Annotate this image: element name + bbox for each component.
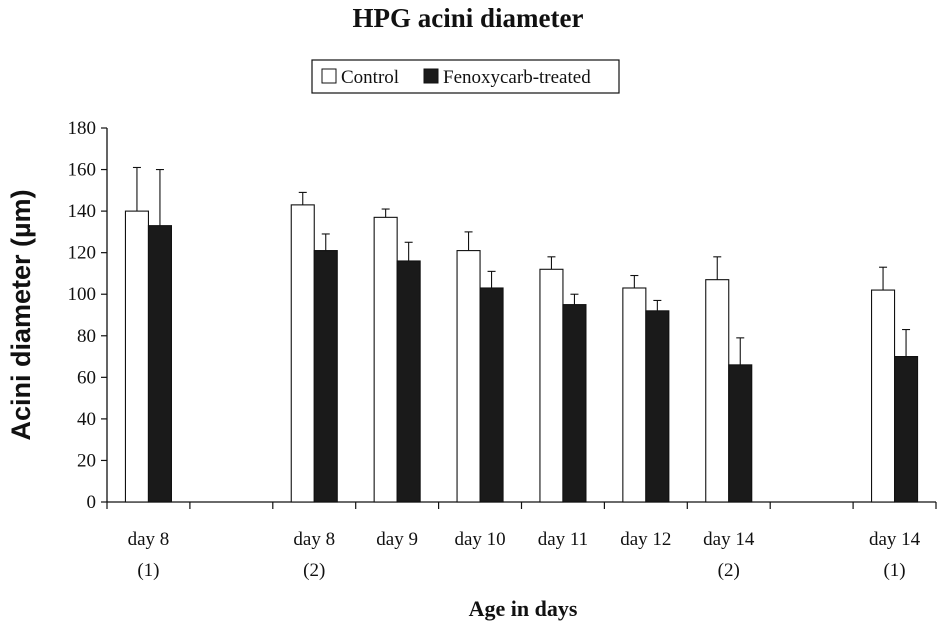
bar-treated: [313, 250, 338, 503]
bar-control: [705, 279, 730, 503]
bar-control: [124, 210, 149, 503]
x-tick-label: day 12: [620, 529, 671, 550]
bar-treated: [147, 225, 172, 503]
y-tick-label: 180: [68, 118, 97, 139]
y-tick-label: 40: [77, 409, 96, 430]
x-tick-sublabel: (2): [303, 560, 325, 581]
bar-control: [870, 289, 896, 503]
bar-treated: [728, 364, 753, 503]
y-tick-label: 60: [77, 367, 96, 388]
bar-control: [456, 250, 481, 503]
x-tick-label: day 8: [293, 529, 335, 550]
plot-area: 0 20 40 60 80 100 120 140 160 180 day 8 (1) day 8 (2)…: [68, 118, 937, 581]
y-tick-label: 20: [77, 450, 96, 471]
y-tick-label: 140: [68, 201, 97, 222]
x-tick-label: day 9: [376, 529, 418, 550]
bar-treated: [645, 310, 670, 503]
x-tick-label: day 11: [538, 529, 588, 550]
x-axis-label: Age in days: [469, 596, 578, 621]
x-tick-label: day 10: [454, 529, 505, 550]
chart-title: HPG acini diameter: [353, 3, 584, 33]
bar-treated: [479, 287, 504, 503]
x-tick-label: day 8: [128, 529, 170, 550]
bar-treated: [562, 304, 587, 503]
y-tick-label: 100: [68, 284, 97, 305]
x-tick-sublabel: (2): [718, 560, 740, 581]
x-tick-label: day 14: [703, 529, 755, 550]
x-tick-sublabel: (1): [137, 560, 159, 581]
bar-treated: [396, 260, 421, 503]
legend-swatch-treated: [423, 68, 439, 84]
y-tick-label: 160: [68, 160, 97, 181]
x-tick-label: day 14: [869, 529, 921, 550]
y-tick-label: 120: [68, 243, 97, 264]
y-tick-label: 0: [87, 492, 97, 513]
legend-box: [311, 59, 620, 94]
legend: Control Fenoxycarb-treated: [311, 59, 620, 94]
legend-label-treated: Fenoxycarb-treated: [443, 67, 591, 88]
legend-label-control: Control: [341, 67, 399, 88]
y-axis-label: Acini diameter (µm): [6, 189, 36, 440]
legend-swatch-control: [321, 68, 337, 84]
bar-treated: [893, 356, 919, 503]
bar-control: [290, 204, 315, 503]
bar-control: [622, 287, 647, 503]
bar-control: [539, 268, 564, 503]
bar-control: [373, 216, 398, 503]
x-tick-sublabel: (1): [883, 560, 905, 581]
y-tick-label: 80: [77, 326, 96, 347]
